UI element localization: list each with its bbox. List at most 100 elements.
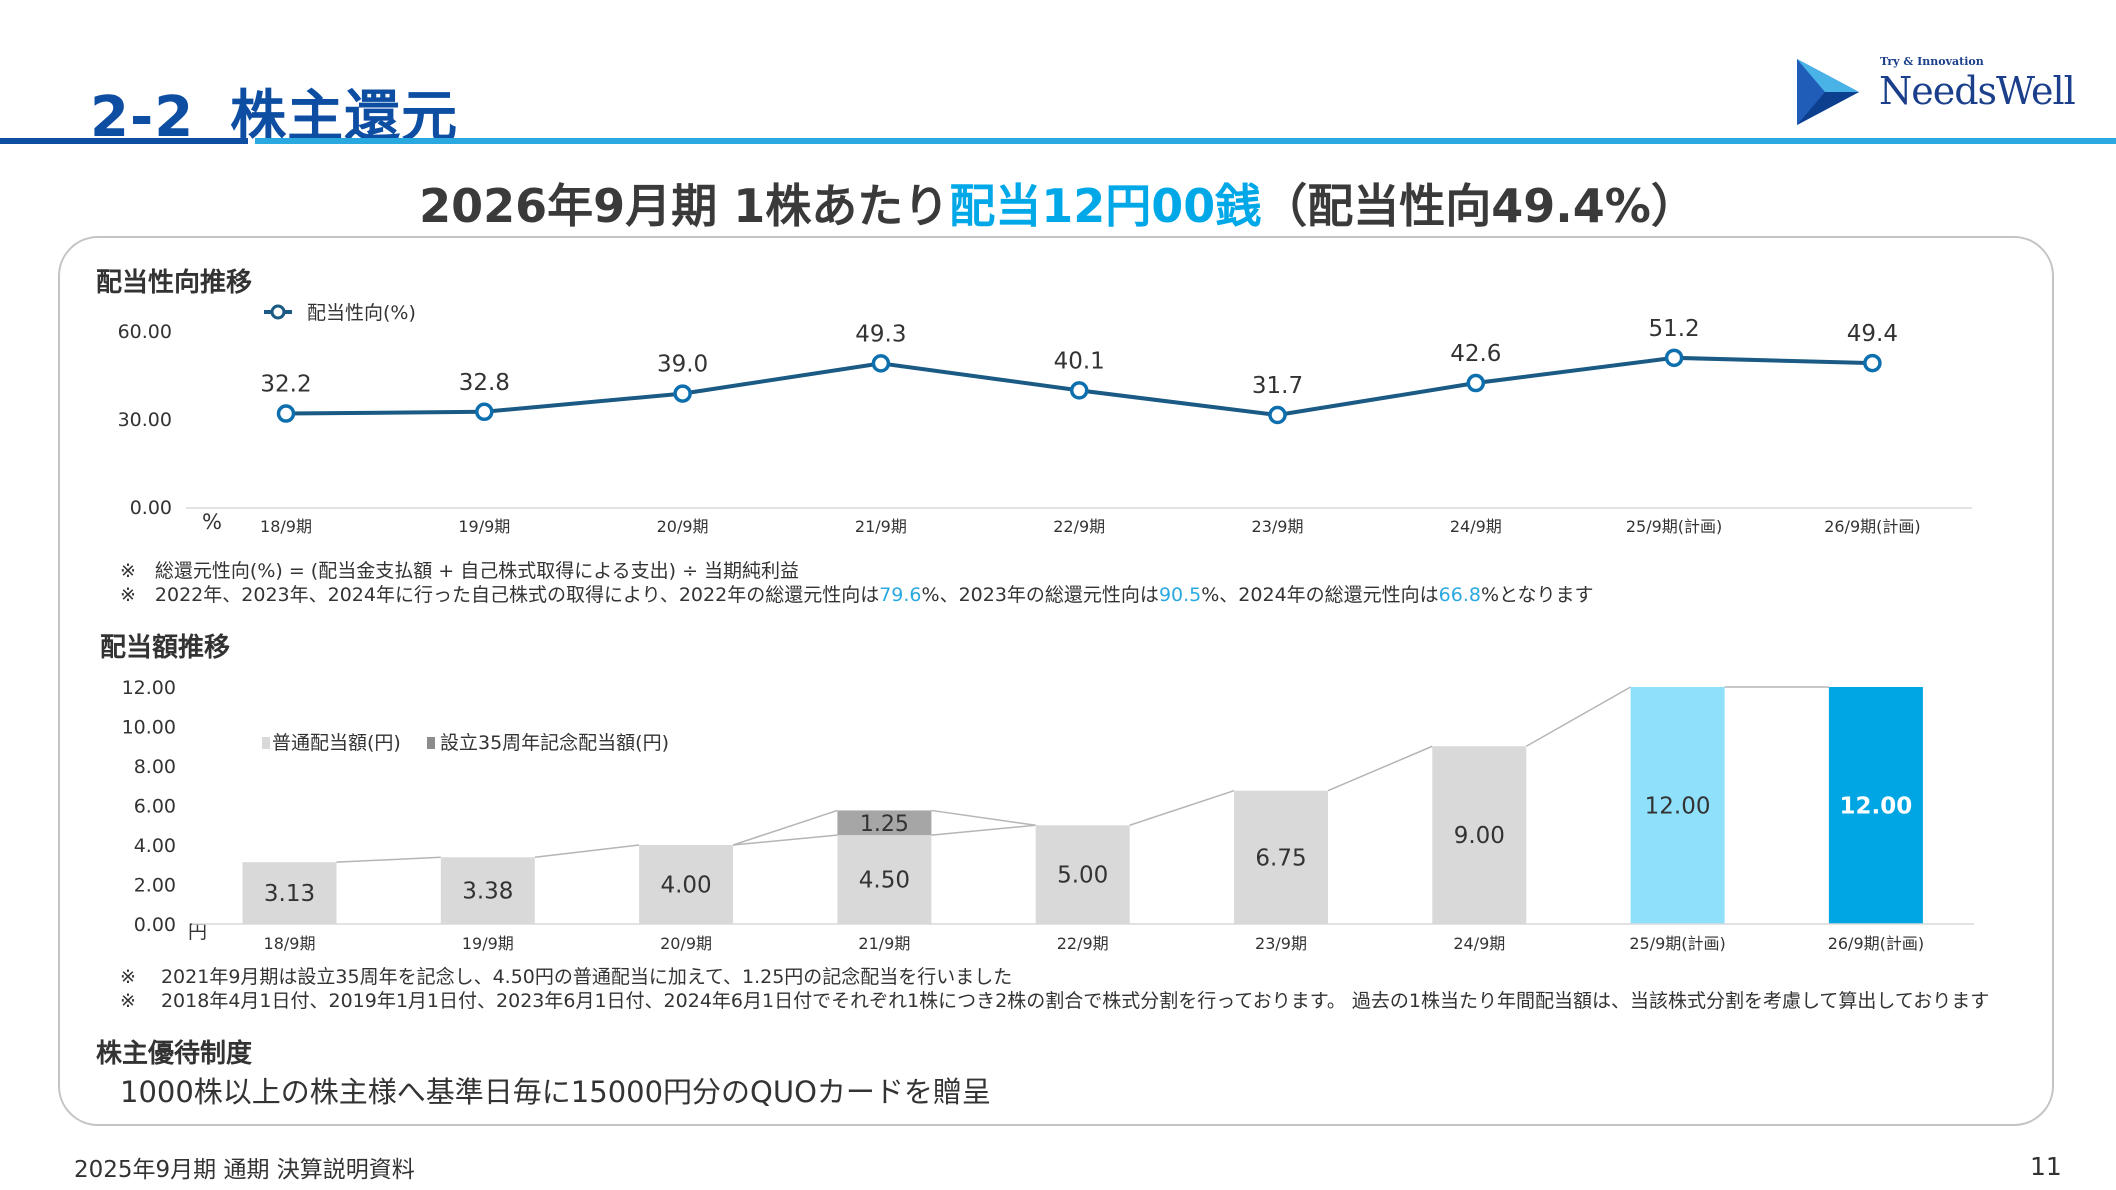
headline-part2: （配当性向49.4%） (1261, 179, 1697, 233)
payout-ratio-title: 配当性向推移 (96, 268, 253, 298)
bar-connector (534, 844, 640, 858)
bar-label: 3.13 (264, 881, 315, 907)
company-logo: Try & Innovation NeedsWell (1795, 52, 2076, 127)
logo-name: NeedsWell (1879, 69, 2076, 113)
note2-prefix: ※ 2022年、2023年、2024年に行った自己株式の取得により、2022年の… (120, 584, 880, 606)
bar-regular (1828, 687, 1923, 924)
y-tick-label: 12.00 (122, 677, 176, 699)
x-tick-label: 21/9期 (855, 517, 907, 536)
bar-connector (931, 809, 1036, 826)
bar-label: 4.00 (660, 873, 711, 899)
data-point (1863, 353, 1882, 373)
x-tick-label: 20/9期 (660, 934, 712, 953)
legend-swatch-regular (262, 737, 270, 749)
data-point (475, 402, 494, 422)
data-point (1069, 381, 1089, 400)
x-tick-label: 21/9期 (858, 934, 910, 953)
data-point (1664, 348, 1684, 368)
bar-connector (1525, 686, 1631, 747)
data-point (1466, 373, 1486, 393)
note2-mid1: %、2023年の総還元性向は (921, 584, 1159, 606)
payout-note-1: ※ 総還元性向(%) = (配当金支払額 + 自己株式取得による支出) ÷ 当期… (120, 560, 800, 582)
data-label: 49.4 (1847, 321, 1898, 347)
data-point (1268, 405, 1287, 425)
bar-connector (1327, 745, 1433, 792)
data-label: 40.1 (1054, 348, 1105, 374)
legend-label-commemorative: 設立35周年記念配当額(円) (440, 731, 669, 754)
headline-highlight: 配当12円00銭 (949, 179, 1262, 233)
footer-doc-title: 2025年9月期 通期 決算説明資料 (74, 1157, 415, 1183)
page-number: 11 (2030, 1152, 2062, 1181)
legend-label-regular: 普通配当額(円) (272, 732, 401, 754)
x-tick-label: 24/9期 (1450, 517, 1502, 536)
payout-note-2: ※ 2022年、2023年、2024年に行った自己株式の取得により、2022年の… (120, 580, 1593, 607)
bar-label: 12.00 (1645, 794, 1711, 820)
data-label: 51.2 (1648, 316, 1699, 342)
data-label: 31.7 (1252, 373, 1303, 399)
data-label: 39.0 (657, 352, 708, 378)
x-tick-label: 25/9期(計画) (1626, 517, 1722, 536)
x-tick-label: 25/9期(計画) (1629, 934, 1725, 953)
x-tick-label: 18/9期 (260, 517, 312, 536)
x-tick-label: 23/9期 (1255, 934, 1307, 953)
bar-label: 12.00 (1840, 794, 1913, 820)
bar-connector (732, 809, 838, 846)
x-tick-label: 22/9期 (1053, 517, 1105, 536)
headline-part1: 2026年9月期 1株あたり (419, 179, 950, 233)
y-axis-unit: % (202, 510, 222, 534)
bar-regular (1234, 790, 1328, 924)
bar-regular (1035, 825, 1130, 924)
legend-marker (270, 304, 286, 320)
x-tick-label: 26/9期(計画) (1828, 934, 1924, 953)
payout-ratio-chart: 0.00 30.00 60.00% 18/9期 19/9期 20/9期 21/9期 22/9期… (118, 302, 1972, 536)
data-label: 32.2 (260, 372, 311, 398)
y-tick-label: 0.00 (130, 497, 172, 519)
data-point (276, 404, 296, 423)
bar-label: 6.75 (1255, 845, 1306, 871)
bar-connector (733, 834, 838, 846)
bar-label-commemorative: 1.25 (860, 812, 909, 837)
dividend-title: 配当額推移 (100, 633, 231, 663)
dividend-note-1: ※ 2021年9月期は設立35周年を記念し、4.50円の普通配当に加えて、1.2… (120, 966, 1013, 988)
bar-label: 3.38 (462, 879, 513, 905)
data-label: 32.8 (459, 370, 510, 396)
bar-connector (931, 824, 1036, 836)
x-tick-label: 24/9期 (1453, 934, 1505, 953)
y-tick-label: 0.00 (134, 914, 176, 936)
y-tick-label: 30.00 (118, 409, 172, 431)
dividend-note-2: ※ 2018年4月1日付、2019年1月1日付、2023年6月1日付、2024年… (120, 990, 1990, 1012)
benefit-text: 1000株以上の株主様へ基準日毎に15000円分のQUOカードを贈呈 (120, 1075, 991, 1109)
y-tick-label: 6.00 (134, 796, 176, 818)
y-axis-unit: 円 (188, 921, 207, 943)
bar-regular (242, 862, 337, 924)
note2-mid2: %、2024年の総還元性向は (1201, 584, 1439, 606)
bar-regular (837, 835, 932, 924)
bar-regular (1630, 687, 1725, 924)
note2-suffix: %となります (1480, 584, 1594, 606)
bar-commemorative (837, 810, 932, 836)
title-underline-dark (0, 138, 248, 144)
x-tick-label: 23/9期 (1252, 517, 1304, 536)
bar-connector (336, 856, 441, 863)
x-tick-label: 18/9期 (264, 934, 316, 953)
headline: 2026年9月期 1株あたり配当12円00銭（配当性向49.4%） (0, 170, 2116, 236)
logo-tagline: Try & Innovation (1880, 55, 1984, 68)
bar-regular (639, 845, 734, 924)
legend-swatch-commemorative (427, 737, 435, 749)
data-point (871, 354, 891, 373)
bar-connector (1129, 789, 1235, 826)
x-tick-label: 19/9期 (458, 517, 510, 536)
y-tick-label: 8.00 (134, 756, 176, 778)
legend-label: 配当性向(%) (307, 302, 416, 324)
x-tick-label: 22/9期 (1057, 934, 1109, 953)
x-tick-label: 19/9期 (462, 934, 514, 953)
y-tick-label: 10.00 (122, 717, 176, 739)
x-tick-label: 26/9期(計画) (1824, 517, 1920, 536)
bar-regular (440, 857, 535, 924)
bar-label: 5.00 (1057, 863, 1108, 889)
logo-triangle-icon (1797, 59, 1859, 125)
title-underline-light (255, 138, 2116, 144)
note2-value-2022: 79.6 (879, 584, 922, 606)
benefit-title: 株主優待制度 (96, 1039, 253, 1069)
x-tick-label: 20/9期 (657, 517, 709, 536)
